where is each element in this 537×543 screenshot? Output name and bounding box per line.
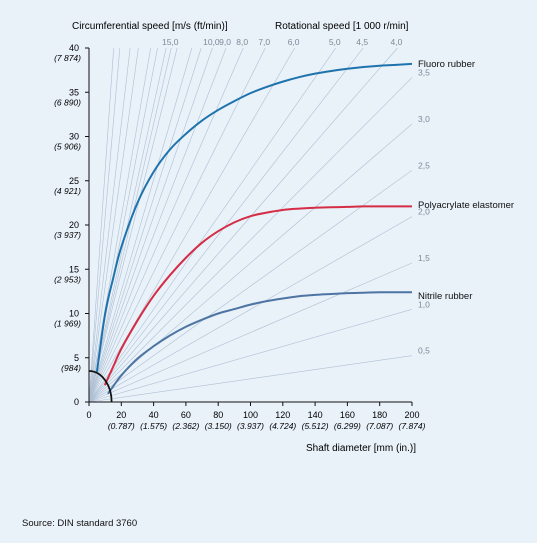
source-note: Source: DIN standard 3760 bbox=[22, 518, 138, 529]
x-tick-label: 120 bbox=[275, 410, 290, 420]
rpm-line bbox=[89, 48, 336, 403]
x-tick-label: 160 bbox=[340, 410, 355, 420]
x-tick-label: 100 bbox=[243, 410, 258, 420]
x-axis-label: Shaft diameter [mm (in.)] bbox=[306, 443, 416, 454]
x-tick-label: 80 bbox=[213, 410, 223, 420]
rpm-lines bbox=[89, 48, 412, 403]
x-tick-label: 200 bbox=[404, 410, 419, 420]
y-tick-label: 10 bbox=[69, 309, 79, 319]
y-tick-label-secondary: (984) bbox=[61, 363, 81, 373]
x-tick-label-secondary: (2.362) bbox=[172, 421, 199, 431]
series-label: Fluoro rubber bbox=[418, 59, 475, 70]
series-lines bbox=[96, 62, 412, 395]
x-tick-label: 180 bbox=[372, 410, 387, 420]
rpm-line bbox=[89, 48, 364, 403]
x-tick-label-secondary: (1.575) bbox=[140, 421, 167, 431]
rpm-label: 2,0 bbox=[418, 207, 430, 217]
rpm-line bbox=[89, 48, 121, 403]
series-label: Polyacrylate elastomer bbox=[418, 200, 514, 211]
rpm-label: 0,5 bbox=[418, 346, 430, 356]
rpm-line bbox=[89, 48, 193, 403]
y-tick-label-secondary: (5 906) bbox=[54, 142, 81, 152]
rpm-line bbox=[89, 77, 412, 403]
x-tick-label-secondary: (3.937) bbox=[237, 421, 264, 431]
rpm-line bbox=[89, 216, 412, 403]
x-tick-label: 60 bbox=[181, 410, 191, 420]
rpm-line bbox=[89, 48, 172, 403]
rpm-label: 9,0 bbox=[219, 37, 231, 47]
rpm-label: 10,0 bbox=[203, 37, 220, 47]
x-tick-label: 20 bbox=[116, 410, 126, 420]
rpm-label: 2,5 bbox=[418, 160, 430, 170]
rpm-line bbox=[89, 309, 412, 403]
rpm-line bbox=[89, 48, 114, 403]
x-tick-label-secondary: (6.299) bbox=[334, 421, 361, 431]
rpm-line bbox=[89, 48, 167, 403]
y-axis-label: Circumferential speed [m/s (ft/min)] bbox=[72, 21, 228, 32]
rpm-line bbox=[89, 48, 151, 403]
y-tick-label-secondary: (1 969) bbox=[54, 319, 81, 329]
y-tick-label: 20 bbox=[69, 220, 79, 230]
y-tick-label-secondary: (2 953) bbox=[54, 274, 81, 284]
rpm-label: 4,5 bbox=[356, 37, 368, 47]
series-line bbox=[107, 291, 412, 395]
x-tick-label-secondary: (5.512) bbox=[302, 421, 329, 431]
rpm-line bbox=[89, 48, 227, 403]
rpm-line bbox=[89, 48, 244, 403]
rpm-line bbox=[89, 48, 178, 403]
rpm-label: 1,0 bbox=[418, 299, 430, 309]
rpm-label: 1,5 bbox=[418, 253, 430, 263]
x-tick-label-secondary: (4.724) bbox=[269, 421, 296, 431]
y-tick-label-secondary: (7 874) bbox=[54, 53, 81, 63]
rpm-line bbox=[89, 48, 295, 403]
x-tick-label-secondary: (7.087) bbox=[366, 421, 393, 431]
y-tick-label: 15 bbox=[69, 264, 79, 274]
x-tick-labels: 0 20 40 60 80 100 120 140 160 180 200 (0.787) (1.575… bbox=[86, 410, 425, 431]
rpm-line bbox=[89, 48, 213, 403]
y-tick-label: 35 bbox=[69, 87, 79, 97]
x-tick-label: 40 bbox=[149, 410, 159, 420]
y-tick-label-secondary: (4 921) bbox=[54, 186, 81, 196]
rpm-label: 3,5 bbox=[418, 68, 430, 78]
x-tick-label-secondary: (0.787) bbox=[108, 421, 135, 431]
limit-arc bbox=[88, 370, 113, 403]
series-label: Nitrile rubber bbox=[418, 291, 472, 302]
rpm-labels: 15,0 10,0 9,0 8,0 7,0 6,0 5,0 4,5 4,0 3,5 3,0 2,5 2,… bbox=[162, 37, 430, 356]
y-tick-label: 30 bbox=[69, 132, 79, 142]
x-tick-label: 140 bbox=[308, 410, 323, 420]
y-tick-label-secondary: (6 890) bbox=[54, 97, 81, 107]
series-labels: Fluoro rubber Polyacrylate elastomer Nitri… bbox=[418, 59, 514, 302]
rpm-label: 3,0 bbox=[418, 114, 430, 124]
rpm-line bbox=[89, 123, 412, 403]
rotational-speed-label: Rotational speed [1 000 r/min] bbox=[275, 21, 409, 32]
rpm-label: 4,0 bbox=[391, 37, 403, 47]
rpm-line bbox=[89, 48, 266, 403]
limit-arc-path bbox=[88, 370, 113, 403]
rpm-label: 6,0 bbox=[288, 37, 300, 47]
rpm-line bbox=[89, 262, 412, 403]
rpm-label: 7,0 bbox=[258, 37, 270, 47]
rpm-line bbox=[89, 48, 139, 403]
rpm-line bbox=[89, 48, 131, 403]
y-tick-label: 5 bbox=[74, 353, 79, 363]
rpm-line bbox=[89, 48, 202, 403]
y-tick-label-secondary: (3 937) bbox=[54, 230, 81, 240]
rpm-line bbox=[89, 48, 398, 403]
rpm-label: 5,0 bbox=[329, 37, 341, 47]
axes bbox=[85, 47, 413, 406]
x-tick-label-secondary: (7.874) bbox=[399, 421, 426, 431]
rpm-label: 8,0 bbox=[236, 37, 248, 47]
x-tick-label-secondary: (3.150) bbox=[205, 421, 232, 431]
rpm-label: 15,0 bbox=[162, 37, 179, 47]
x-tick-label: 0 bbox=[86, 410, 91, 420]
y-tick-label: 40 bbox=[69, 43, 79, 53]
y-tick-label: 0 bbox=[74, 397, 79, 407]
series-line bbox=[104, 205, 412, 386]
rpm-line bbox=[89, 170, 412, 403]
series-line bbox=[96, 62, 412, 373]
rpm-line bbox=[89, 355, 412, 403]
y-tick-label: 25 bbox=[69, 176, 79, 186]
y-tick-labels: 0 5 10 15 20 25 30 35 40 (984) (1 969) (2 953) (3 93… bbox=[54, 43, 81, 407]
